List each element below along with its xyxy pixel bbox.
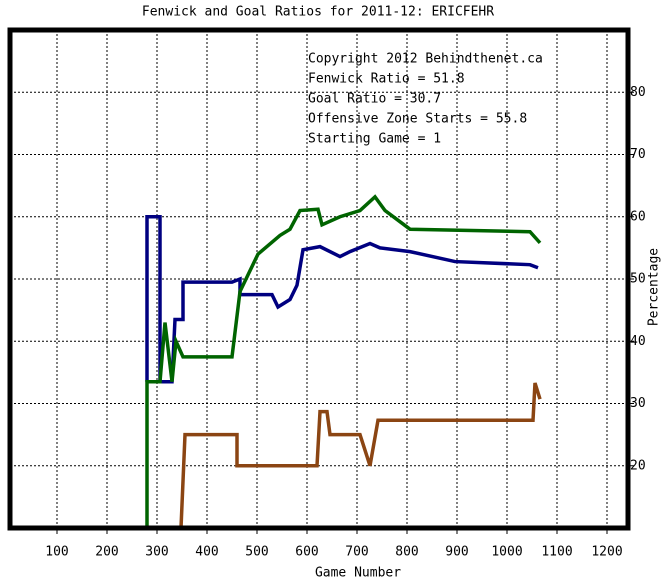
y-tick-label: 40 (630, 334, 646, 349)
y-tick-label: 30 (630, 396, 646, 411)
x-tick-label: 200 (95, 545, 118, 560)
x-tick-label: 1000 (491, 545, 522, 560)
y-tick-label: 20 (630, 458, 646, 473)
x-tick-label: 1100 (541, 545, 572, 560)
y-axis-label: Percentage (647, 248, 662, 326)
x-tick-label: 500 (245, 545, 268, 560)
annotation: Copyright 2012 Behindthenet.ca (308, 52, 543, 67)
x-tick-label: 800 (395, 545, 418, 560)
y-tick-label: 50 (630, 272, 646, 287)
annotation: Fenwick Ratio = 51.8 (308, 72, 465, 87)
annotation: Offensive Zone Starts = 55.8 (308, 112, 527, 127)
x-tick-label: 400 (195, 545, 218, 560)
annotation: Starting Game = 1 (308, 132, 441, 147)
plot-border (7, 27, 631, 531)
x-tick-label: 100 (45, 545, 68, 560)
x-axis-label: Game Number (315, 566, 401, 580)
y-tick-label: 80 (630, 85, 646, 100)
series-line (179, 382, 542, 529)
chart-title: Fenwick and Goal Ratios for 2011-12: ERI… (142, 5, 494, 20)
y-tick-label: 70 (630, 147, 646, 162)
x-tick-label: 600 (295, 545, 318, 560)
x-tick-label: 300 (145, 545, 168, 560)
x-tick-label: 700 (345, 545, 368, 560)
annotation: Goal Ratio = 30.7 (308, 92, 441, 107)
series-line (145, 194, 542, 528)
y-tick-label: 60 (630, 209, 646, 224)
x-tick-label: 900 (445, 545, 468, 560)
x-tick-label: 1200 (591, 545, 622, 560)
